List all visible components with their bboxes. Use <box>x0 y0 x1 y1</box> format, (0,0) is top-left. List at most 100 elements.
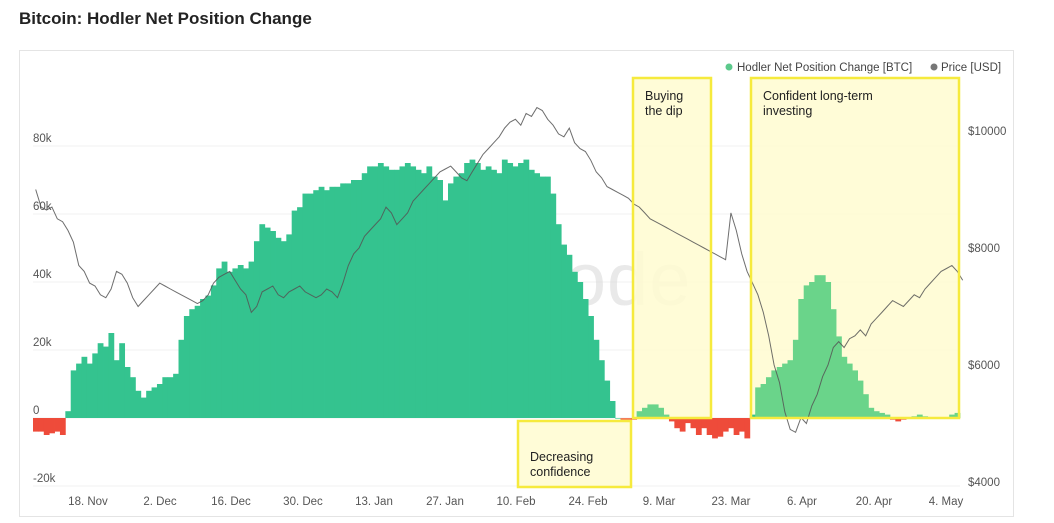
bar <box>706 418 713 435</box>
bar <box>394 169 400 418</box>
bar <box>582 299 589 418</box>
bar <box>744 418 751 439</box>
chart-frame <box>19 50 1014 517</box>
bar <box>749 414 756 418</box>
bar <box>464 163 470 418</box>
bar <box>453 176 460 418</box>
bar <box>81 356 88 418</box>
annotation-label: Decreasing <box>530 450 593 464</box>
bar <box>135 390 142 418</box>
bar <box>825 282 832 418</box>
bar <box>852 370 858 418</box>
bar <box>264 227 271 418</box>
bar <box>523 159 530 418</box>
bar <box>86 363 93 418</box>
annotation-label: Buying <box>645 89 683 103</box>
bar <box>658 407 664 418</box>
bar <box>496 173 503 418</box>
bar <box>593 339 600 418</box>
annotation-label: confidence <box>530 465 591 479</box>
bar <box>798 299 805 418</box>
bar <box>345 183 352 418</box>
annotation-label: Confident long-term <box>763 89 873 103</box>
bar <box>765 377 772 418</box>
annotation-box-fill <box>633 78 711 418</box>
bar <box>598 360 605 418</box>
bar <box>307 193 314 418</box>
bar <box>776 367 783 418</box>
bar <box>340 183 346 418</box>
bar <box>501 159 508 418</box>
y-right-tick-label: $10000 <box>968 126 1006 138</box>
legend: Hodler Net Position Change [BTC] Price [U… <box>725 62 1001 74</box>
y-right-tick-label: $4000 <box>968 477 1000 489</box>
bar <box>194 305 201 418</box>
y-right-tick-label: $6000 <box>968 360 1000 372</box>
bar <box>879 412 885 418</box>
bar <box>200 299 206 418</box>
bar <box>895 418 902 422</box>
annotation-borders <box>516 76 961 489</box>
bar <box>253 241 260 418</box>
x-tick-label: 10. Feb <box>497 496 536 508</box>
x-tick-label: 30. Dec <box>283 496 323 508</box>
bar <box>270 231 276 418</box>
bar <box>59 418 66 435</box>
bar <box>469 159 476 418</box>
bar <box>103 346 109 418</box>
bar <box>474 163 481 418</box>
bar <box>216 268 223 418</box>
bar <box>205 295 212 418</box>
bar <box>690 418 697 429</box>
bar <box>512 166 519 418</box>
bar <box>528 169 535 418</box>
bar <box>663 414 670 418</box>
bar <box>350 180 357 418</box>
bar <box>739 418 745 432</box>
x-tick-label: 13. Jan <box>355 496 393 508</box>
bar <box>372 166 379 418</box>
x-tick-label: 18. Nov <box>68 496 108 508</box>
bar <box>232 268 239 418</box>
bar <box>545 176 551 418</box>
annotation-box <box>749 76 961 420</box>
bar <box>862 394 869 418</box>
bar <box>447 183 454 418</box>
legend-item: Price [USD] <box>941 62 1001 74</box>
y-left-tick-label: 60k <box>33 201 52 213</box>
x-tick-label: 24. Feb <box>569 496 608 508</box>
bar <box>550 193 557 418</box>
bar <box>701 418 708 429</box>
annotation-label: the dip <box>645 104 683 118</box>
bar <box>431 176 438 418</box>
bar <box>92 353 99 418</box>
bar <box>329 186 336 418</box>
bar <box>728 418 735 429</box>
bar <box>733 418 740 435</box>
bar <box>210 285 217 418</box>
bar <box>555 224 562 418</box>
bar <box>458 173 465 418</box>
x-tick-label: 27. Jan <box>426 496 464 508</box>
bar <box>297 207 303 418</box>
y-right-tick-label: $8000 <box>968 243 1000 255</box>
bar <box>313 190 320 418</box>
bar <box>248 261 255 418</box>
bar <box>841 356 848 418</box>
bar <box>356 180 363 418</box>
bar <box>377 163 384 418</box>
bar <box>108 333 115 418</box>
bar <box>534 173 541 418</box>
bar <box>97 343 104 418</box>
bar <box>830 309 837 418</box>
bar <box>809 282 815 418</box>
bar <box>792 339 799 418</box>
bar <box>571 271 578 418</box>
bar <box>178 339 185 418</box>
bar <box>54 418 61 432</box>
y-left-tick-label: -20k <box>33 473 56 485</box>
bar <box>173 373 179 418</box>
bar <box>302 193 309 418</box>
